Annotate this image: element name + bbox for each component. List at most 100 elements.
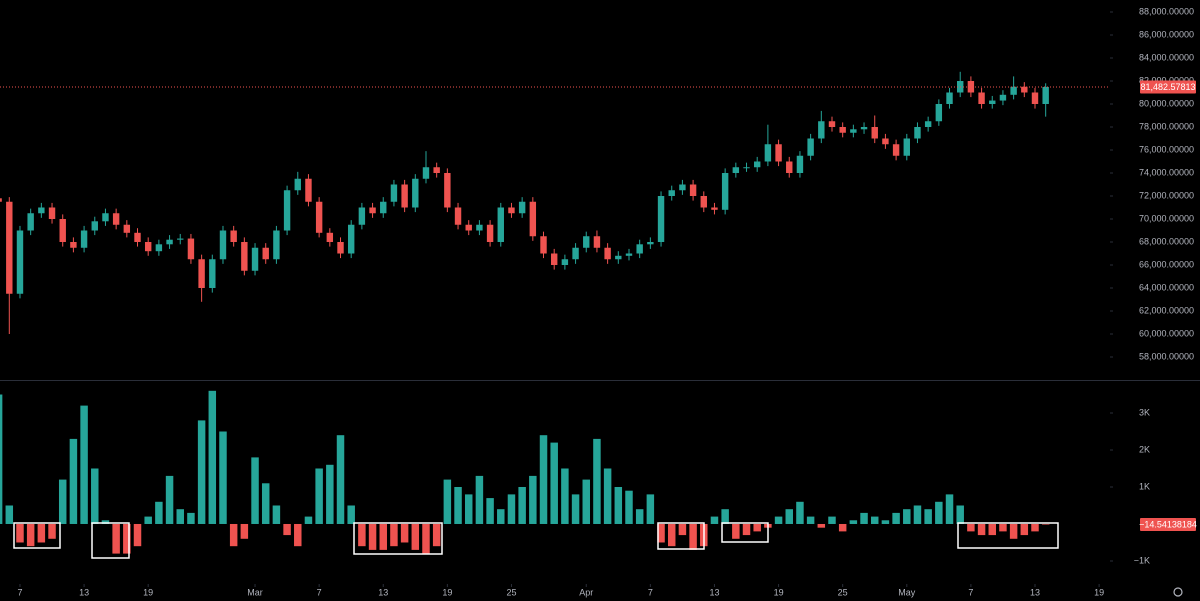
candle-body xyxy=(978,92,985,104)
histogram-bar xyxy=(400,523,409,543)
histogram-bar xyxy=(497,509,505,524)
histogram-bar xyxy=(475,475,484,524)
candle-body xyxy=(465,224,472,231)
candle-body xyxy=(390,184,398,202)
histogram-bar xyxy=(454,486,462,524)
histogram-bar xyxy=(80,405,88,524)
candle-body xyxy=(251,247,259,271)
histogram-bar xyxy=(785,509,793,524)
histogram-bar xyxy=(0,394,3,524)
candle-body xyxy=(989,100,996,104)
candle-body xyxy=(444,172,451,208)
histogram-bar xyxy=(197,420,206,524)
histogram-bar xyxy=(422,523,430,554)
candle-body xyxy=(689,184,697,196)
histogram-bar xyxy=(187,512,195,524)
histogram-bar xyxy=(358,523,366,547)
histogram-bar xyxy=(571,494,580,524)
candle-body xyxy=(123,224,131,233)
histogram-bar xyxy=(219,431,227,524)
annotation-box xyxy=(657,522,705,550)
settings-icon[interactable] xyxy=(1173,587,1183,597)
candle-body xyxy=(347,224,355,254)
histogram-bar xyxy=(625,490,633,524)
histogram-bar xyxy=(112,523,120,554)
histogram-bar xyxy=(37,523,46,543)
histogram-bar xyxy=(892,512,900,524)
histogram-bar xyxy=(283,523,291,536)
candle-body xyxy=(38,207,45,214)
histogram-bar xyxy=(870,516,879,524)
histogram-bar xyxy=(838,523,847,532)
histogram-bar xyxy=(315,468,323,524)
candle-body xyxy=(561,259,569,265)
candle-body xyxy=(946,92,953,104)
histogram-bar xyxy=(165,475,174,524)
histogram-bar xyxy=(261,483,270,524)
histogram-bar xyxy=(721,509,729,524)
annotation-box xyxy=(353,522,443,555)
histogram-bar xyxy=(368,523,377,550)
candle-body xyxy=(454,207,462,225)
histogram-bar xyxy=(582,479,590,524)
histogram-bar xyxy=(379,523,387,550)
histogram-bar xyxy=(657,523,665,543)
x-tick-label: 7 xyxy=(317,587,322,597)
candle-body xyxy=(283,190,291,231)
histogram-bar xyxy=(678,523,687,536)
y-tick-label: 82,000.00000 xyxy=(1139,75,1194,85)
candle-body xyxy=(850,129,857,133)
histogram-bar xyxy=(294,523,302,547)
x-tick-label: 19 xyxy=(774,587,784,597)
histogram-bar xyxy=(860,512,868,524)
candle-body xyxy=(1021,86,1028,93)
histogram-bar xyxy=(507,494,516,524)
histogram-bar xyxy=(999,523,1007,532)
candle-body xyxy=(1010,86,1017,95)
candle-body xyxy=(134,232,141,242)
annotations xyxy=(13,522,1059,559)
histogram-bar xyxy=(518,486,526,524)
candle-body xyxy=(753,161,761,168)
histogram-bar xyxy=(208,390,217,524)
candle-body xyxy=(230,230,237,242)
candle-body xyxy=(625,253,633,256)
candle-body xyxy=(796,155,804,173)
candle-body xyxy=(604,247,611,260)
x-tick-label: Mar xyxy=(247,587,263,597)
histogram-bar xyxy=(935,501,943,524)
histogram-bar xyxy=(913,505,922,524)
candle-body xyxy=(967,80,975,93)
candle-body xyxy=(1042,86,1049,104)
histogram-bar xyxy=(988,523,996,536)
y-tick-label: 78,000.00000 xyxy=(1139,121,1194,131)
y-tick-label: 70,000.00000 xyxy=(1139,213,1194,223)
x-tick-label: 19 xyxy=(1094,587,1104,597)
y-tick-label: −1K xyxy=(1134,555,1150,565)
histogram-bar xyxy=(240,523,249,539)
histogram-bar xyxy=(443,479,452,524)
candle-body xyxy=(839,126,846,133)
candle-body xyxy=(433,167,440,173)
candle-body xyxy=(615,255,622,260)
histogram-bar xyxy=(593,438,601,524)
candle-body xyxy=(636,244,643,254)
candle-body xyxy=(786,161,793,173)
histogram-bar xyxy=(956,505,964,524)
histogram-bar xyxy=(133,523,142,547)
histogram-bar xyxy=(635,509,644,524)
candle-body xyxy=(892,144,900,156)
x-tick-label: 7 xyxy=(968,587,973,597)
candle-body xyxy=(540,236,547,254)
x-tick-label: 13 xyxy=(79,587,89,597)
candle-body xyxy=(198,259,205,288)
y-tick-label: 88,000.00000 xyxy=(1139,6,1194,16)
histogram-bar xyxy=(176,509,184,524)
settings-icon[interactable] xyxy=(1173,587,1183,597)
histogram-bar xyxy=(753,523,761,532)
histogram-bar xyxy=(229,523,238,547)
histogram-bar xyxy=(155,501,163,524)
candle-body xyxy=(166,239,173,245)
histogram-bar xyxy=(336,435,345,524)
candle-body xyxy=(401,184,408,208)
